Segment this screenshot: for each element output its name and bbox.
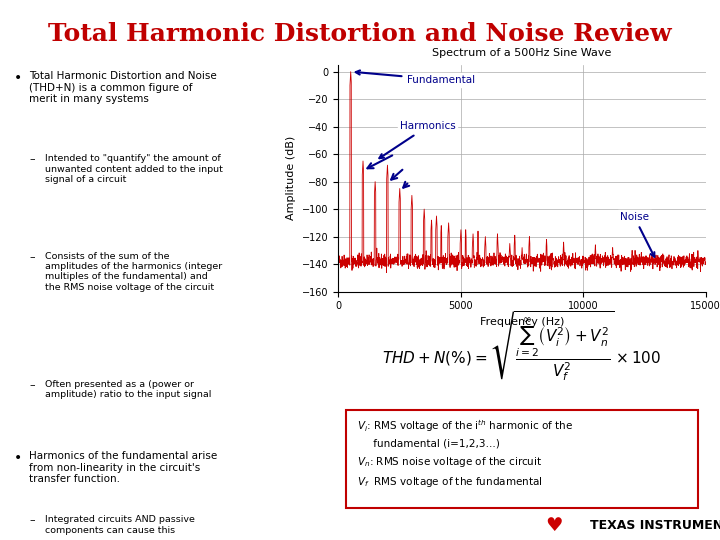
Text: Often presented as a (power or
amplitude) ratio to the input signal: Often presented as a (power or amplitude… bbox=[45, 380, 212, 400]
Text: •: • bbox=[14, 71, 22, 85]
Text: $THD + N(\%) = \sqrt{\dfrac{\sum_{i=2}^{\infty}\left(V_i^2\right) + V_n^2}{V_f^2: $THD + N(\%) = \sqrt{\dfrac{\sum_{i=2}^{… bbox=[382, 309, 662, 383]
FancyBboxPatch shape bbox=[346, 410, 698, 508]
X-axis label: Frequency (Hz): Frequency (Hz) bbox=[480, 317, 564, 327]
Text: Consists of the sum of the
amplitudes of the harmonics (integer
multiples of the: Consists of the sum of the amplitudes of… bbox=[45, 252, 222, 292]
Text: •: • bbox=[14, 451, 22, 465]
Text: –: – bbox=[30, 252, 35, 262]
Text: Harmonics of the fundamental arise
from non-linearity in the circuit's
transfer : Harmonics of the fundamental arise from … bbox=[30, 451, 217, 484]
Text: Total Harmonic Distortion and Noise
(THD+N) is a common figure of
merit in many : Total Harmonic Distortion and Noise (THD… bbox=[30, 71, 217, 104]
Text: –: – bbox=[30, 380, 35, 390]
Y-axis label: Amplitude (dB): Amplitude (dB) bbox=[287, 136, 297, 220]
Text: Total Harmonic Distortion and Noise Review: Total Harmonic Distortion and Noise Revi… bbox=[48, 22, 672, 45]
Text: Intended to "quantify" the amount of
unwanted content added to the input
signal : Intended to "quantify" the amount of unw… bbox=[45, 154, 223, 184]
Title: Spectrum of a 500Hz Sine Wave: Spectrum of a 500Hz Sine Wave bbox=[432, 49, 612, 58]
Text: Noise: Noise bbox=[620, 212, 654, 257]
Text: Integrated circuits AND passive
components can cause this: Integrated circuits AND passive componen… bbox=[45, 515, 195, 535]
Text: Harmonics: Harmonics bbox=[379, 122, 455, 158]
Text: –: – bbox=[30, 515, 35, 525]
Text: TEXAS INSTRUMENTS: TEXAS INSTRUMENTS bbox=[590, 518, 720, 532]
Text: Fundamental: Fundamental bbox=[356, 70, 475, 85]
Text: ♥: ♥ bbox=[546, 516, 563, 535]
Text: $V_i$: RMS voltage of the i$^{th}$ harmonic of the
     fundamental (i=1,2,3…)
$: $V_i$: RMS voltage of the i$^{th}$ harmo… bbox=[357, 418, 572, 489]
Text: –: – bbox=[30, 154, 35, 164]
